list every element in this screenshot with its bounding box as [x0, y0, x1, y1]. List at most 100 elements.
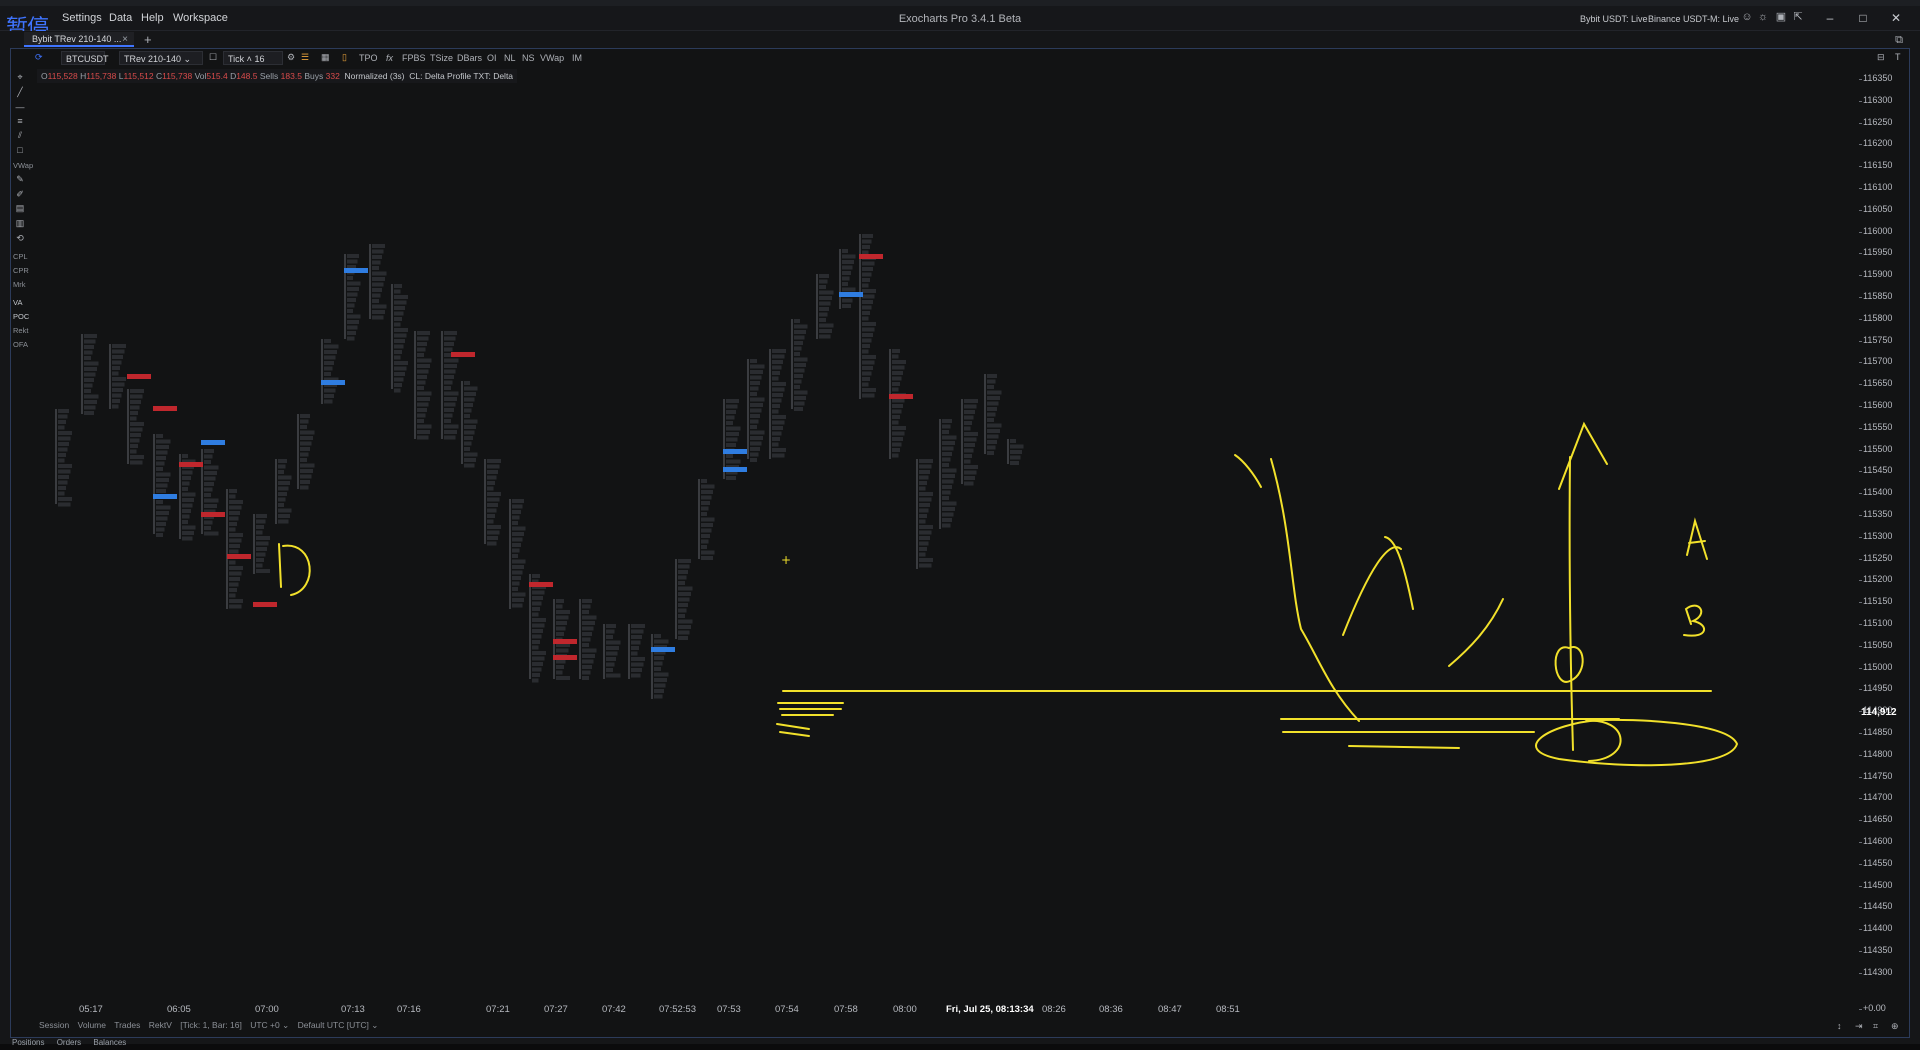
- rail-cpr[interactable]: CPR: [13, 266, 29, 275]
- add-tab-button[interactable]: +: [144, 32, 152, 47]
- toolbar-fpbs[interactable]: FPBS: [402, 53, 426, 63]
- minimize-button[interactable]: –: [1826, 11, 1834, 25]
- menu-help[interactable]: Help: [141, 12, 164, 24]
- footprint-cell: [842, 304, 851, 308]
- channel-tool-icon[interactable]: ⫽: [17, 130, 22, 140]
- menu-settings[interactable]: Settings: [62, 12, 102, 24]
- footprint-cell: [819, 290, 834, 295]
- tab-bybit-trev[interactable]: Bybit TRev 210-140 ... ×: [24, 32, 134, 47]
- checkbox-icon[interactable]: ☐: [209, 52, 218, 62]
- hline-tool-icon[interactable]: ≡: [17, 116, 23, 126]
- toolbar-oi[interactable]: OI: [487, 53, 497, 63]
- rail-poc[interactable]: POC: [13, 312, 30, 321]
- annotation-stroke: [1683, 604, 1705, 637]
- time-tick: 07:53: [717, 1004, 741, 1015]
- lock-icon[interactable]: ▯: [342, 52, 347, 62]
- setting-volume[interactable]: Volume: [77, 1020, 106, 1030]
- rail-mrk[interactable]: Mrk: [13, 280, 26, 289]
- footprint-cell: [631, 657, 645, 661]
- footprint-cell: [631, 629, 644, 634]
- menu-workspace[interactable]: Workspace: [173, 12, 228, 24]
- setting-rektv[interactable]: RektV: [148, 1020, 172, 1030]
- link-icon[interactable]: ⟳: [35, 52, 43, 62]
- footprint-cell: [112, 360, 122, 365]
- layout-icon[interactable]: ⊟: [1877, 52, 1885, 62]
- brush-tool-icon[interactable]: ✐: [16, 189, 24, 199]
- toolbar-tsize[interactable]: TSize: [430, 53, 454, 63]
- grid-icon[interactable]: ▦: [321, 52, 330, 62]
- table-tool-icon[interactable]: ▤: [15, 203, 25, 213]
- time-axis[interactable]: 05:17 06:05 07:00 07:13 07:16 07:21 07:27 07:42…: [29, 1004, 1859, 1018]
- zoom-icon[interactable]: ⊕: [1891, 1021, 1899, 1031]
- text-tool-icon[interactable]: T: [1895, 52, 1901, 62]
- pencil-tool-icon[interactable]: ✎: [16, 174, 24, 184]
- rail-vwap[interactable]: VWap: [13, 161, 34, 170]
- detach-icon[interactable]: ⧉: [1895, 34, 1903, 46]
- setting-timezone[interactable]: UTC +0 ⌄: [250, 1020, 290, 1030]
- aggregation-selector[interactable]: Tick ˄ 16: [223, 51, 283, 65]
- sells-label: Sells: [259, 71, 279, 81]
- magnet-tool-icon[interactable]: ⟲: [16, 233, 24, 243]
- footprint-cell: [631, 651, 638, 656]
- setting-tick-bar[interactable]: [Tick: 1, Bar: 16]: [180, 1020, 242, 1030]
- reset-icon[interactable]: ⌗: [1873, 1021, 1879, 1031]
- annotation-stroke: [776, 723, 810, 737]
- screenshot-icon[interactable]: ▣: [1775, 11, 1787, 23]
- ray-tool-icon[interactable]: —: [15, 102, 25, 112]
- toolbar-vwap[interactable]: VWap: [540, 53, 565, 63]
- fit-icon[interactable]: ⇥: [1855, 1021, 1863, 1031]
- menu-data[interactable]: Data: [109, 12, 133, 24]
- footprint-cell: [512, 570, 523, 575]
- collapse-icon[interactable]: ⇱: [1793, 11, 1803, 23]
- brightness-icon[interactable]: ☼: [1757, 11, 1769, 23]
- footprint-cell: [130, 444, 138, 448]
- panel-tab-orders[interactable]: Orders: [56, 1038, 82, 1047]
- setting-default-tz[interactable]: Default UTC [UTC] ⌄: [297, 1020, 379, 1030]
- rail-va[interactable]: VA: [13, 298, 23, 307]
- toolbar-im[interactable]: IM: [572, 53, 582, 63]
- tab-close-icon[interactable]: ×: [122, 34, 128, 45]
- footprint-cell: [987, 440, 997, 444]
- layers-icon[interactable]: ☰: [301, 52, 310, 62]
- footprint-cell: [532, 574, 540, 578]
- line-tool-icon[interactable]: ╱: [17, 87, 23, 97]
- price-tick: 114300: [1858, 966, 1893, 977]
- cursor-tool-icon[interactable]: ⌖: [17, 72, 23, 82]
- footprint-cell: [892, 360, 906, 364]
- panel-tab-positions[interactable]: Positions: [12, 1038, 45, 1047]
- footprint-cell: [964, 448, 974, 453]
- rectangle-tool-icon[interactable]: □: [17, 145, 23, 155]
- toolbar-dbars[interactable]: DBars: [457, 53, 483, 63]
- symbol-selector[interactable]: BTCUSDT: [61, 51, 109, 65]
- price-tick: 115900: [1858, 269, 1893, 280]
- setting-session[interactable]: Session: [39, 1020, 70, 1030]
- footprint-cell: [444, 397, 457, 401]
- footprint-cell: [512, 548, 520, 553]
- connection-status-binance[interactable]: Binance USDT-M: Live: [1648, 14, 1740, 24]
- footprint-cell: [84, 350, 93, 355]
- chart-canvas[interactable]: +: [29, 69, 1859, 1004]
- footprint-cell: [512, 543, 521, 547]
- panel-tab-balances[interactable]: Balances: [93, 1038, 127, 1047]
- rail-ofa[interactable]: OFA: [13, 340, 29, 349]
- footprint-cell: [582, 599, 592, 603]
- toolbar-ns[interactable]: NS: [522, 53, 535, 63]
- gear-icon[interactable]: ⚙: [287, 52, 296, 62]
- annotation-stroke: [777, 702, 844, 716]
- setting-trades[interactable]: Trades: [114, 1020, 141, 1030]
- toolbar-nl[interactable]: NL: [504, 53, 516, 63]
- connection-status-bybit[interactable]: Bybit USDT: Live: [1580, 14, 1648, 24]
- close-window-button[interactable]: ✕: [1890, 11, 1902, 25]
- rail-rekt[interactable]: Rekt: [13, 326, 29, 335]
- rail-cpl[interactable]: CPL: [13, 252, 28, 261]
- chart-type-selector[interactable]: TRev 210-140 ⌄: [119, 51, 203, 65]
- scale-icon[interactable]: ↕: [1837, 1021, 1842, 1031]
- toolbar-fx[interactable]: fx: [386, 53, 394, 63]
- price-axis[interactable]: 116350 116300 116250 116200 116150 116100 1160…: [1858, 69, 1909, 1019]
- maximize-button[interactable]: □: [1859, 11, 1867, 25]
- profile-tool-icon[interactable]: ▥: [15, 218, 25, 228]
- toolbar-tpo[interactable]: TPO: [359, 53, 378, 63]
- time-tick: 07:00: [255, 1004, 279, 1015]
- price-tick: 114450: [1858, 901, 1893, 912]
- user-icon[interactable]: ☺: [1741, 11, 1753, 23]
